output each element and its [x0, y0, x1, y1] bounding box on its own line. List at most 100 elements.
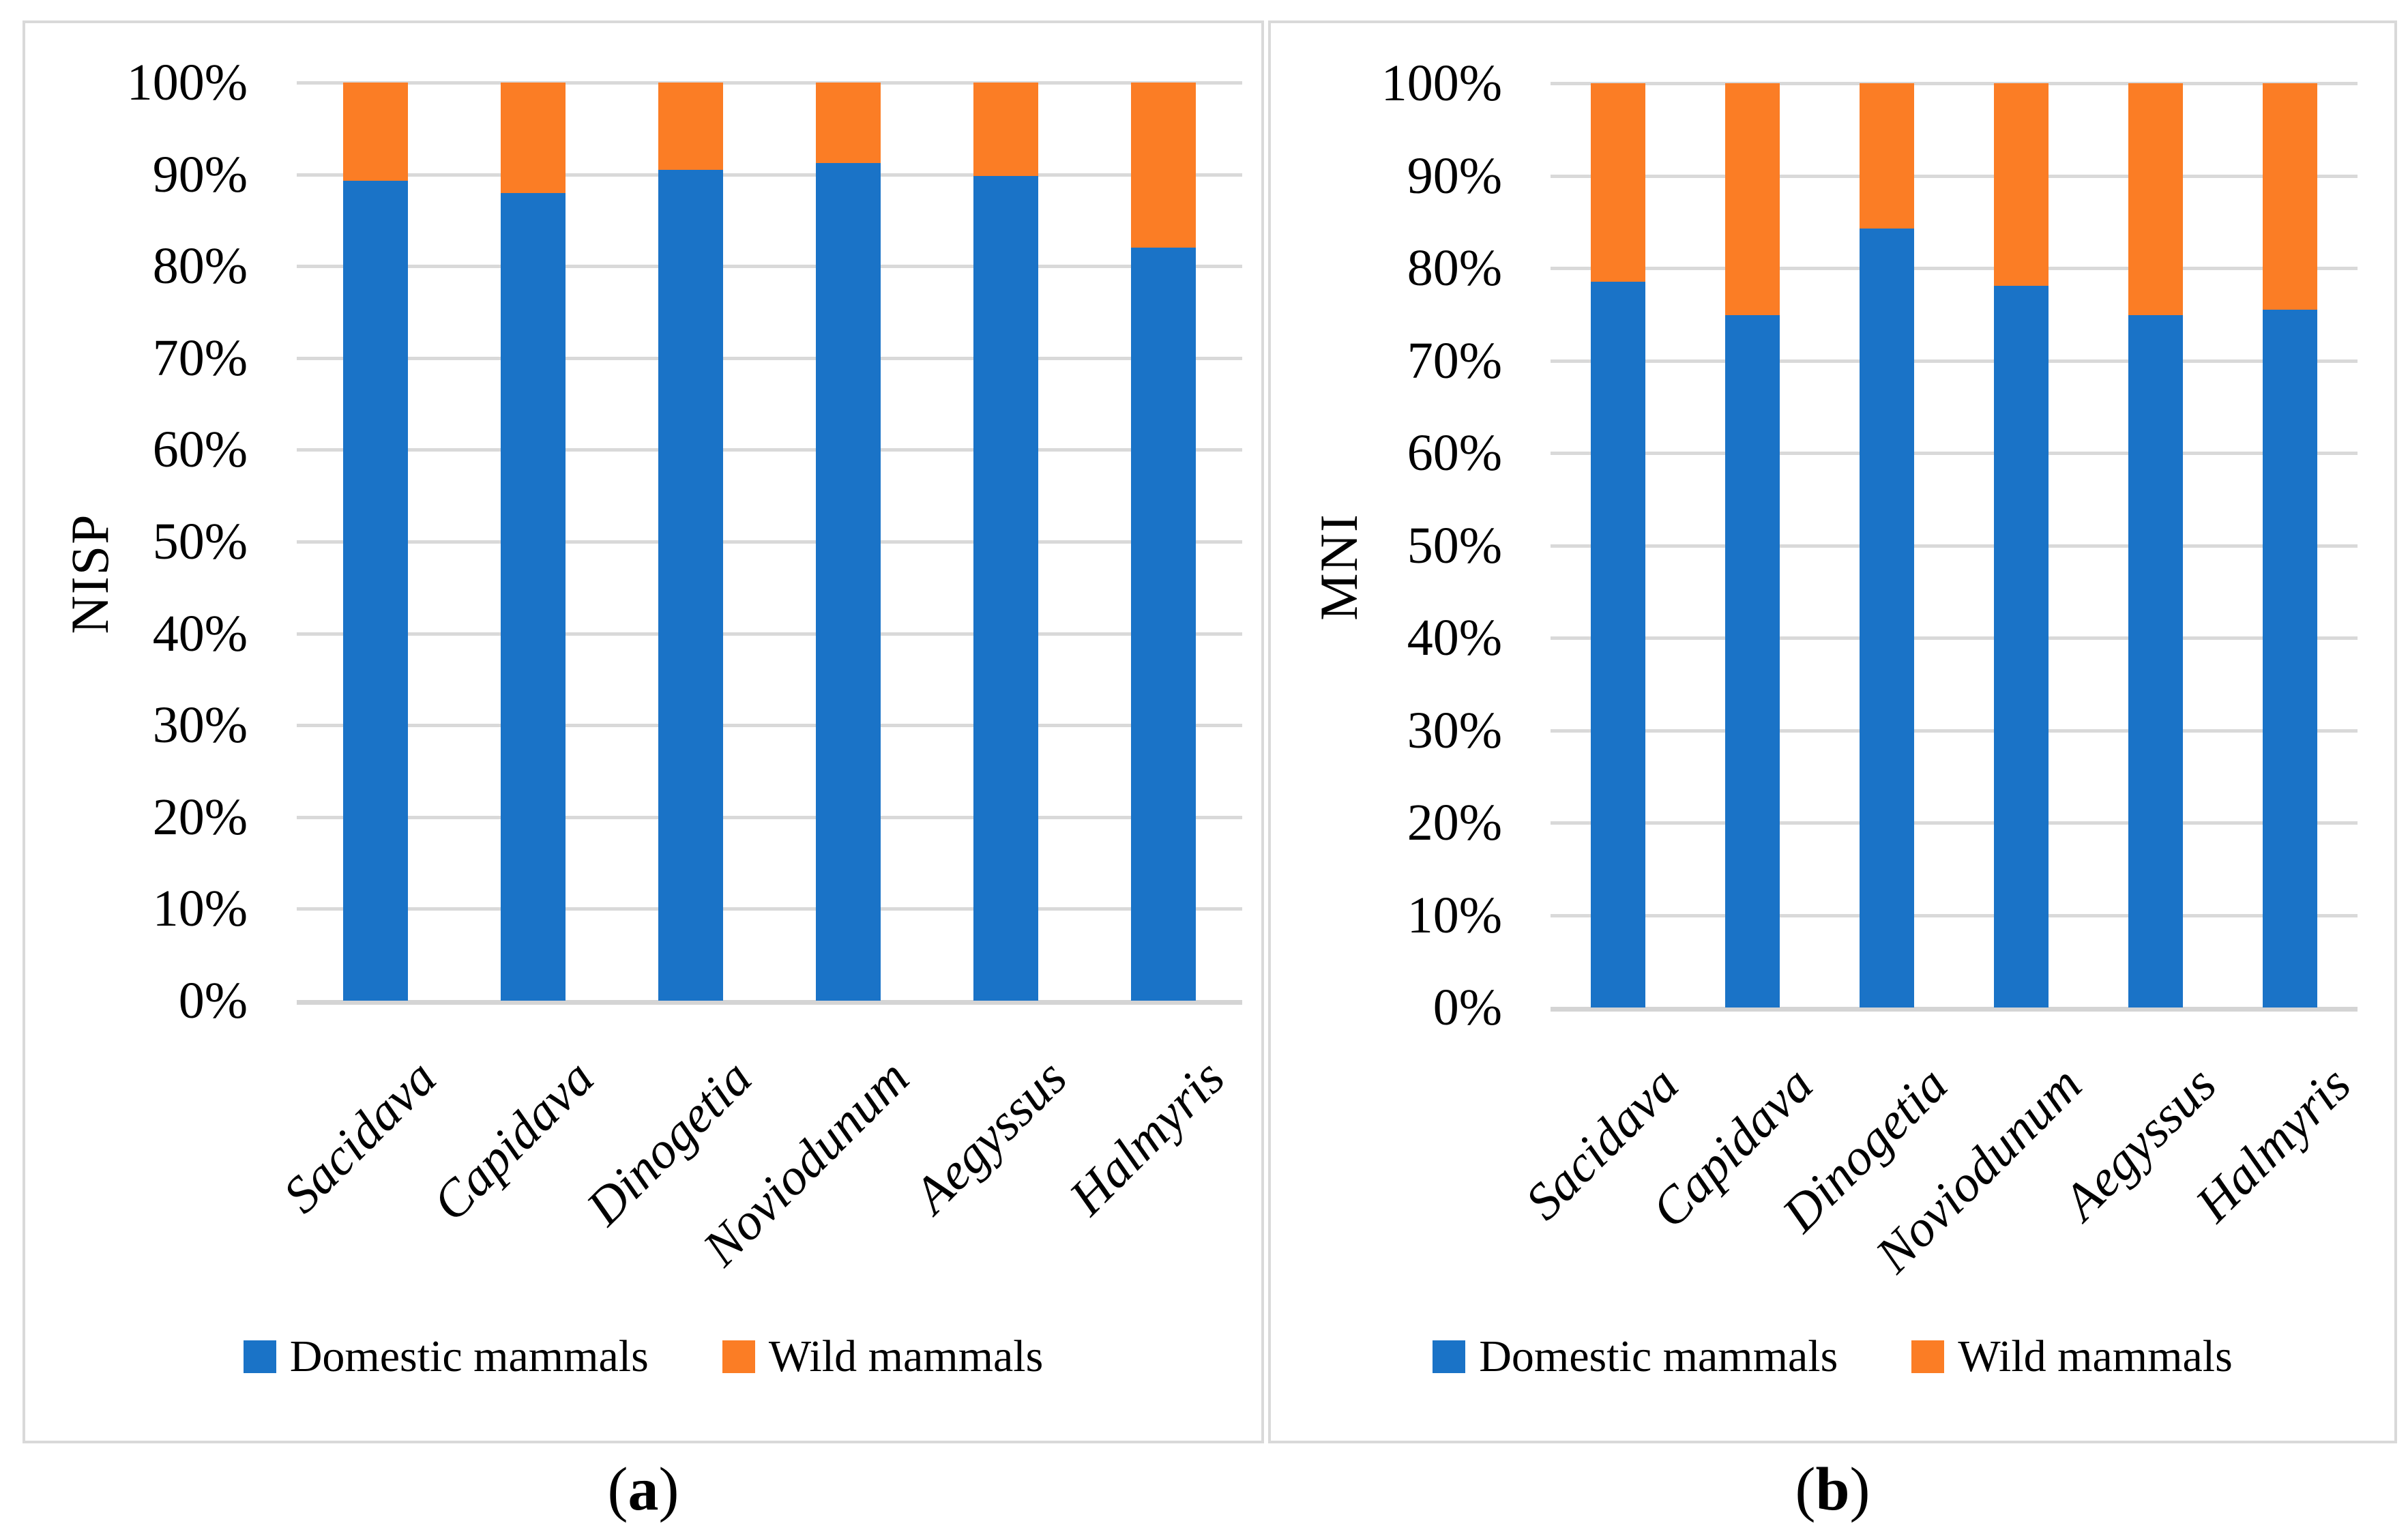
gridline — [1551, 82, 2358, 85]
bar-segment-wild — [1590, 83, 1645, 282]
gridline — [297, 448, 1242, 452]
bar-sacidava — [343, 83, 408, 1001]
y-tick-label: 90% — [152, 145, 248, 203]
bar-segment-domestic — [816, 163, 881, 1001]
bar-segment-wild — [343, 83, 408, 181]
y-tick-label: 20% — [1407, 794, 1502, 851]
plot-area — [1551, 82, 2358, 1012]
bar-capidava — [501, 83, 566, 1001]
bar-segment-domestic — [501, 192, 566, 1001]
y-tick-label: 50% — [1407, 516, 1502, 574]
plot-area — [297, 81, 1242, 1005]
bar-segment-wild — [2128, 83, 2183, 316]
x-category-label: Capidava — [422, 1048, 605, 1233]
gridline — [297, 173, 1242, 177]
legend-swatch-wild-icon — [1911, 1340, 1945, 1373]
gridline — [297, 815, 1242, 819]
bar-aegyssus — [973, 83, 1038, 1001]
legend-label-domestic: Domestic mammals — [289, 1332, 649, 1381]
gridline — [1551, 636, 2358, 640]
y-tick-label: 0% — [178, 972, 248, 1029]
y-tick-label: 70% — [152, 329, 248, 387]
gridline — [1551, 544, 2358, 548]
legend: Domestic mammals Wild mammals — [1271, 1323, 2394, 1391]
y-tick-label: 30% — [152, 696, 248, 754]
gridline — [1551, 729, 2358, 733]
bar-segment-domestic — [2262, 309, 2317, 1007]
legend-label-wild: Wild mammals — [1958, 1332, 2233, 1381]
gridline — [1551, 821, 2358, 825]
legend-swatch-domestic-icon — [243, 1340, 276, 1373]
bar-segment-domestic — [2128, 315, 2183, 1007]
x-category-label: Halmyris — [1058, 1048, 1235, 1226]
bar-sacidava — [1590, 83, 1645, 1007]
gridline — [1551, 913, 2358, 917]
bar-noviodunum — [1993, 83, 2049, 1007]
bar-segment-domestic — [1993, 285, 2049, 1007]
bar-halmyris — [2262, 83, 2317, 1007]
y-tick-label: 10% — [152, 880, 248, 938]
gridline — [297, 540, 1242, 544]
gridline — [297, 907, 1242, 911]
y-tick-label: 50% — [152, 513, 248, 570]
panel-caption-a: (a) — [607, 1456, 679, 1523]
y-tick-label: 40% — [152, 604, 248, 662]
bar-segment-domestic — [658, 169, 723, 1001]
bar-dinogetia — [1859, 83, 1914, 1007]
legend-swatch-domestic-icon — [1433, 1340, 1466, 1373]
legend-label-domestic: Domestic mammals — [1479, 1332, 1838, 1381]
bar-segment-domestic — [1724, 315, 1780, 1007]
gridline — [1551, 174, 2358, 178]
chart-panel-mni: MNI 0% 10% 20% 30% 40% 50% 60% 70% 80% 90% 100% Sa… — [1268, 20, 2397, 1443]
y-tick-label: 80% — [1407, 239, 1502, 297]
y-tick-label: 80% — [152, 237, 248, 295]
y-tick-label: 90% — [1407, 147, 1502, 205]
gridline — [297, 81, 1242, 85]
bar-aegyssus — [2128, 83, 2183, 1007]
bar-segment-wild — [973, 83, 1038, 177]
bar-segment-domestic — [343, 181, 408, 1001]
y-tick-label: 60% — [152, 421, 248, 479]
bar-noviodunum — [816, 83, 881, 1001]
bar-segment-wild — [658, 83, 723, 170]
legend-item-domestic: Domestic mammals — [1433, 1333, 1838, 1381]
x-category-label: Sacidava — [272, 1048, 447, 1224]
y-tick-label: 70% — [1407, 332, 1502, 389]
x-axis-line — [1551, 1007, 2358, 1012]
bar-segment-wild — [1131, 83, 1196, 248]
y-tick-label: 100% — [1381, 55, 1502, 112]
y-tick-label: 40% — [1407, 609, 1502, 666]
gridline — [1551, 267, 2358, 270]
legend-label-wild: Wild mammals — [768, 1332, 1044, 1381]
gridline — [1551, 359, 2358, 363]
gridline — [297, 265, 1242, 269]
bar-segment-wild — [501, 83, 566, 193]
bar-segment-domestic — [1131, 248, 1196, 1001]
x-category-label: Aegyssus — [902, 1048, 1078, 1224]
chart-panel-nisp: NISP 0% 10% 20% 30% 40% 50% 60% 70% 80% 90% 100% S… — [23, 20, 1264, 1443]
panel-caption-b: (b) — [1795, 1456, 1870, 1523]
bar-segment-domestic — [973, 176, 1038, 1001]
bar-capidava — [1724, 83, 1780, 1007]
legend: Domestic mammals Wild mammals — [25, 1323, 1261, 1391]
legend-item-wild: Wild mammals — [722, 1333, 1043, 1381]
gridline — [1551, 452, 2358, 455]
x-axis-line — [297, 1000, 1242, 1005]
gridline — [297, 632, 1242, 636]
bar-segment-domestic — [1859, 228, 1914, 1007]
y-tick-label: 100% — [126, 54, 248, 111]
bar-segment-domestic — [1590, 282, 1645, 1007]
y-tick-label: 0% — [1433, 979, 1502, 1036]
y-tick-label: 30% — [1407, 701, 1502, 759]
bar-dinogetia — [658, 83, 723, 1001]
bar-segment-wild — [816, 83, 881, 164]
gridline — [297, 356, 1242, 360]
legend-item-domestic: Domestic mammals — [243, 1332, 649, 1381]
y-tick-label: 10% — [1407, 886, 1502, 944]
gridline — [297, 724, 1242, 728]
bar-halmyris — [1131, 83, 1196, 1001]
y-tick-label: 60% — [1407, 424, 1502, 482]
legend-swatch-wild-icon — [722, 1340, 755, 1373]
bar-segment-wild — [1993, 83, 2049, 286]
bar-segment-wild — [1859, 83, 1914, 229]
